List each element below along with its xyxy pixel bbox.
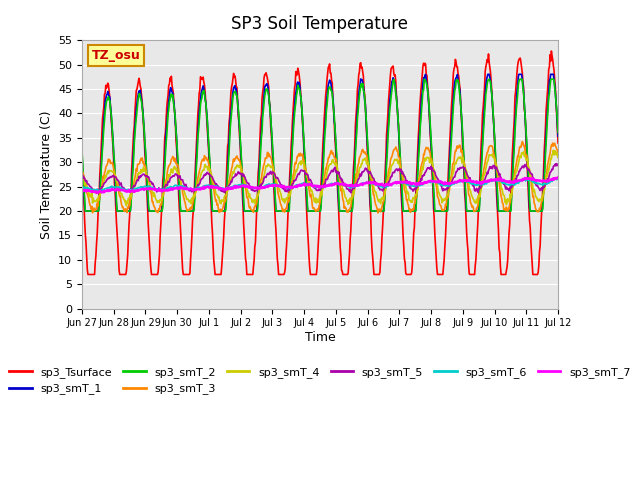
sp3_smT_6 — [96, 188, 104, 194]
sp3_smT_7 — [78, 187, 86, 193]
sp3_smT_1 — [88, 208, 95, 214]
sp3_smT_1 — [554, 133, 562, 139]
sp3_smT_6 — [87, 186, 95, 192]
sp3_smT_6 — [210, 183, 218, 189]
sp3_smT_4 — [136, 170, 144, 176]
sp3_smT_7 — [392, 179, 399, 185]
sp3_smT_1 — [185, 208, 193, 214]
sp3_smT_6 — [378, 183, 386, 189]
Line: sp3_smT_5: sp3_smT_5 — [82, 164, 558, 193]
sp3_smT_1 — [81, 208, 89, 214]
sp3_smT_5 — [185, 187, 193, 192]
sp3_smT_1 — [136, 87, 144, 93]
sp3_Tsurface — [548, 48, 556, 54]
sp3_Tsurface — [210, 257, 218, 263]
Title: SP3 Soil Temperature: SP3 Soil Temperature — [232, 15, 408, 33]
Line: sp3_smT_3: sp3_smT_3 — [82, 142, 558, 213]
sp3_smT_7 — [554, 175, 562, 180]
sp3_smT_2 — [420, 76, 428, 82]
Y-axis label: Soil Temperature (C): Soil Temperature (C) — [40, 110, 52, 239]
sp3_Tsurface — [84, 272, 92, 277]
sp3_smT_2 — [136, 94, 144, 100]
sp3_smT_3 — [392, 144, 399, 150]
sp3_smT_2 — [210, 208, 218, 214]
sp3_Tsurface — [136, 84, 144, 89]
Line: sp3_smT_1: sp3_smT_1 — [82, 74, 558, 211]
sp3_smT_3 — [184, 207, 192, 213]
sp3_smT_4 — [87, 193, 95, 199]
sp3_smT_2 — [378, 208, 386, 214]
sp3_Tsurface — [185, 272, 193, 277]
sp3_smT_7 — [210, 184, 218, 190]
sp3_smT_1 — [378, 208, 386, 214]
Line: sp3_Tsurface: sp3_Tsurface — [82, 51, 558, 275]
sp3_Tsurface — [554, 140, 562, 146]
sp3_smT_5 — [87, 184, 95, 190]
sp3_Tsurface — [78, 161, 86, 167]
sp3_smT_4 — [122, 203, 130, 208]
sp3_Tsurface — [88, 272, 95, 277]
sp3_smT_5 — [210, 178, 218, 183]
sp3_smT_7 — [87, 188, 95, 194]
X-axis label: Time: Time — [305, 331, 335, 344]
sp3_smT_1 — [484, 72, 492, 77]
sp3_smT_5 — [554, 163, 562, 168]
sp3_smT_1 — [210, 208, 218, 214]
sp3_smT_4 — [550, 147, 557, 153]
sp3_smT_3 — [378, 204, 386, 210]
sp3_smT_3 — [136, 160, 143, 166]
sp3_smT_3 — [374, 210, 382, 216]
sp3_smT_7 — [136, 187, 144, 192]
sp3_smT_2 — [88, 208, 95, 214]
sp3_smT_6 — [78, 185, 86, 191]
sp3_smT_2 — [81, 208, 89, 214]
Line: sp3_smT_4: sp3_smT_4 — [82, 150, 558, 205]
sp3_smT_5 — [378, 187, 386, 192]
sp3_smT_1 — [392, 90, 399, 96]
sp3_Tsurface — [392, 79, 399, 85]
Line: sp3_smT_7: sp3_smT_7 — [82, 178, 558, 192]
sp3_smT_5 — [392, 167, 399, 173]
sp3_smT_3 — [78, 168, 86, 174]
sp3_Tsurface — [378, 236, 386, 241]
sp3_smT_6 — [185, 185, 193, 191]
sp3_smT_4 — [78, 175, 86, 181]
sp3_smT_2 — [554, 130, 562, 135]
sp3_smT_6 — [136, 184, 144, 190]
sp3_smT_7 — [185, 187, 193, 192]
sp3_smT_3 — [87, 204, 95, 209]
sp3_smT_6 — [552, 176, 560, 181]
sp3_smT_5 — [78, 175, 86, 181]
sp3_smT_3 — [518, 139, 526, 144]
sp3_smT_4 — [378, 196, 386, 202]
sp3_smT_7 — [93, 190, 101, 195]
sp3_smT_4 — [392, 157, 399, 163]
sp3_smT_5 — [93, 191, 100, 196]
sp3_smT_3 — [209, 185, 217, 191]
sp3_smT_2 — [185, 208, 193, 214]
sp3_smT_3 — [554, 151, 562, 156]
sp3_smT_7 — [378, 181, 386, 187]
Line: sp3_smT_2: sp3_smT_2 — [82, 79, 558, 211]
Legend: sp3_Tsurface, sp3_smT_1, sp3_smT_2, sp3_smT_3, sp3_smT_4, sp3_smT_5, sp3_smT_6, : sp3_Tsurface, sp3_smT_1, sp3_smT_2, sp3_… — [5, 362, 635, 399]
sp3_smT_5 — [136, 173, 144, 179]
sp3_smT_2 — [392, 92, 399, 97]
sp3_smT_2 — [78, 148, 86, 154]
sp3_smT_4 — [210, 181, 218, 187]
sp3_smT_4 — [185, 198, 193, 204]
Text: TZ_osu: TZ_osu — [92, 49, 140, 62]
Line: sp3_smT_6: sp3_smT_6 — [82, 179, 558, 191]
sp3_smT_6 — [554, 176, 562, 182]
sp3_smT_5 — [553, 161, 561, 167]
sp3_smT_4 — [554, 155, 562, 160]
sp3_smT_6 — [392, 180, 399, 186]
sp3_smT_1 — [78, 152, 86, 158]
